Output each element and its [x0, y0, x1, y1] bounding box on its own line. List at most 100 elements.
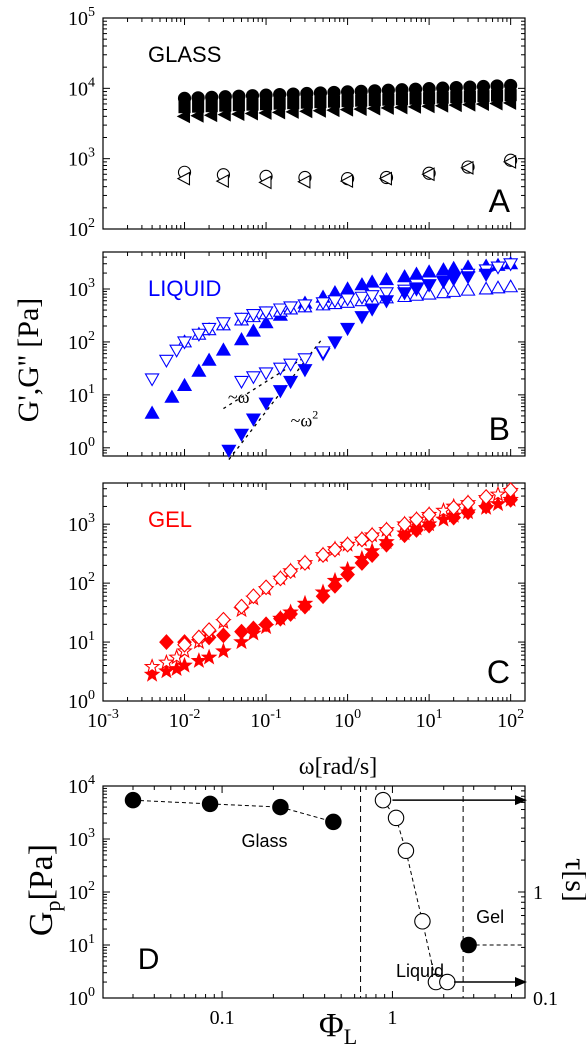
y-tick-label-base: 10	[68, 935, 88, 957]
y-tick-label: 102	[68, 216, 95, 241]
panel-d-x-label-main: Φ	[319, 1007, 344, 1044]
data-point	[421, 286, 437, 300]
data-point	[244, 106, 258, 121]
x-tick-label-base: 10	[87, 710, 107, 732]
svg-text:ΦL: ΦL	[319, 1007, 357, 1049]
series-1	[374, 791, 456, 991]
data-point	[446, 499, 462, 516]
svg-text:τ[s]: τ[s]	[559, 858, 586, 902]
panel-d-y-label-unit: [Pa]	[23, 844, 60, 901]
data-point	[446, 260, 462, 274]
data-point	[397, 516, 412, 533]
y-tick-label-base: 10	[68, 385, 88, 407]
data-point	[340, 293, 356, 307]
y-tick-label-exp: 3	[88, 826, 95, 841]
x-tick-label: 101	[416, 707, 443, 732]
data-point	[397, 842, 415, 860]
data-point	[273, 570, 288, 587]
data-point	[421, 264, 437, 278]
data-point	[409, 521, 424, 538]
data-point	[380, 100, 394, 115]
panel-d-x-label: ΦL	[319, 1007, 357, 1049]
data-point	[327, 541, 343, 558]
panel-d-x-label-sub: L	[344, 1024, 357, 1049]
y-tick-label-exp: 2	[88, 329, 95, 344]
data-point	[216, 627, 231, 644]
x-tick-label-base: 10	[169, 710, 189, 732]
tau-arrow-head	[515, 795, 527, 806]
data-point	[460, 282, 476, 296]
data-point	[143, 665, 161, 682]
data-point	[144, 405, 160, 419]
x-tick-label-base: 0.1	[210, 1007, 235, 1029]
data-point	[297, 174, 311, 189]
data-point	[124, 791, 142, 809]
data-point	[190, 108, 204, 123]
y-tick-label: 103	[68, 276, 95, 301]
data-point	[340, 322, 356, 337]
data-point	[312, 103, 326, 118]
panel-d-right-label-unit: [s]	[559, 870, 586, 902]
panel-d-right-label-main: τ	[559, 858, 586, 870]
annotation: Gel	[476, 907, 504, 927]
data-point	[297, 299, 313, 313]
annotation: Liquid	[396, 961, 444, 981]
y2-tick-label: 1	[533, 882, 543, 904]
data-point	[340, 566, 355, 583]
data-point	[191, 328, 207, 342]
y2-tick-label: 0.1	[533, 988, 558, 1010]
data-point	[407, 99, 422, 114]
y-tick-label-exp: 4	[88, 773, 95, 788]
data-point	[421, 99, 435, 114]
data-point	[354, 311, 370, 325]
data-point	[435, 262, 452, 276]
panel-d-y-label-sub: p	[40, 901, 65, 912]
data-point	[258, 397, 274, 411]
plot-frame	[102, 785, 526, 999]
panel-d-y-label-main: G	[23, 912, 60, 937]
y-tick-label: 101	[68, 932, 95, 957]
y-tick-label-base: 10	[68, 332, 88, 354]
data-point	[217, 107, 231, 122]
data-point	[258, 616, 274, 633]
annotation-text: D	[138, 943, 160, 976]
y-tick-label: 100	[68, 985, 95, 1010]
series-line	[132, 799, 334, 823]
annotation-sup: 2	[312, 408, 318, 422]
data-point	[397, 527, 412, 544]
data-point	[354, 554, 370, 571]
data-point	[258, 367, 274, 381]
data-point	[340, 536, 355, 553]
data-point	[353, 102, 367, 117]
data-point	[503, 491, 518, 508]
data-point	[489, 485, 507, 502]
y-tick-label: 101	[68, 629, 95, 654]
data-point	[158, 354, 174, 368]
data-point	[354, 277, 370, 291]
data-point	[283, 358, 299, 372]
data-point	[460, 160, 474, 175]
y-tick-label-exp: 3	[88, 511, 95, 526]
data-point	[315, 588, 331, 605]
data-point	[246, 620, 261, 637]
x-tick-label-exp: 1	[436, 707, 443, 722]
plot-frame	[102, 17, 526, 230]
data-point	[503, 482, 518, 498]
data-point	[158, 653, 175, 670]
data-point	[502, 154, 517, 169]
series-line	[382, 799, 448, 983]
data-point	[297, 598, 313, 615]
y-tick-label: 103	[68, 826, 95, 851]
data-point	[397, 287, 413, 301]
x-tick-label-base: 10	[250, 710, 270, 732]
data-point	[201, 322, 217, 337]
data-point	[421, 167, 435, 182]
y-tick-label-base: 10	[68, 573, 88, 595]
data-point	[245, 308, 261, 323]
data-point	[394, 100, 408, 115]
y-tick-label-exp: 5	[88, 5, 95, 20]
y-tick-label-exp: 3	[88, 146, 95, 161]
y-tick-label-exp: 2	[88, 570, 95, 585]
data-point	[315, 346, 331, 360]
